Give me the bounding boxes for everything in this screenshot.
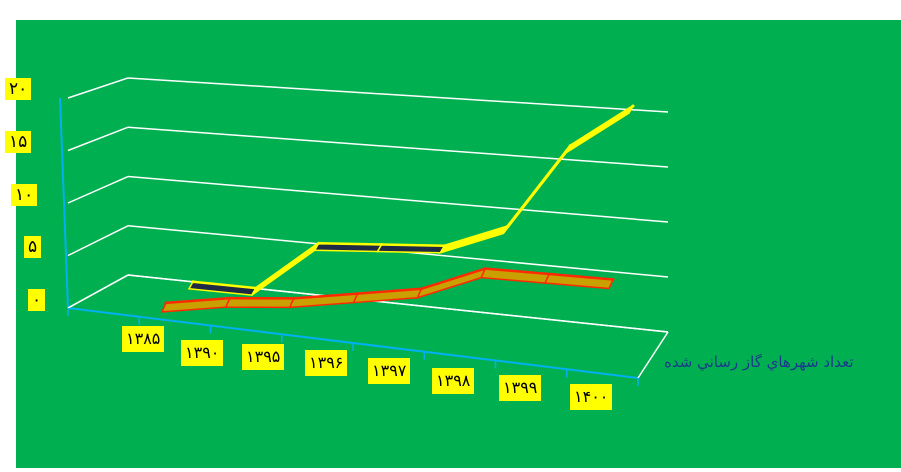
gridline xyxy=(127,77,669,113)
y-tick-label: ۲۰ xyxy=(5,78,32,100)
x-tick-label: ۱۳۹۵ xyxy=(242,344,285,370)
data-point xyxy=(419,287,423,291)
data-point xyxy=(356,292,360,296)
data-point xyxy=(631,104,635,108)
side-gridline xyxy=(67,77,129,99)
x-tick-label: ۱۳۹۸ xyxy=(432,368,475,394)
data-point xyxy=(254,286,258,290)
x-tick-label: ۱۴۰۰ xyxy=(570,384,613,410)
y-tick-label: ۵ xyxy=(24,236,42,258)
y-tick-label: ۰ xyxy=(28,289,46,311)
side-gridline xyxy=(67,225,129,257)
gridline xyxy=(127,126,669,168)
gridline xyxy=(127,175,669,223)
y-axis-line xyxy=(59,97,69,309)
x-tick-label: ۱۳۹۶ xyxy=(305,350,348,376)
side-gridline xyxy=(67,175,129,204)
x-tick-label: ۱۳۹۰ xyxy=(181,340,224,366)
chart-area: ۲۰ ۱۵ ۱۰ ۵ ۰ ۱۳۸۵ ۱۳۹۰ ۱۳۹۵ ۱۳۹۶ ۱۳۹۷ ۱۳۹۸ ۱۳۹۹ ۱۴۰… xyxy=(5,10,901,468)
data-point xyxy=(611,277,615,281)
side-gridline xyxy=(67,126,129,152)
data-point xyxy=(568,144,572,148)
chart-plot xyxy=(16,20,901,468)
series-label: تعداد شهرهاي گاز رساني شده xyxy=(664,353,854,371)
floor-right-edge xyxy=(637,331,669,379)
series-line xyxy=(165,267,614,305)
data-point xyxy=(442,244,446,248)
data-point xyxy=(164,301,168,305)
data-point xyxy=(505,225,509,229)
floor-left-edge xyxy=(67,274,129,309)
y-tick-label: ۱۰ xyxy=(11,184,38,206)
data-point xyxy=(292,296,296,300)
data-point xyxy=(380,243,384,247)
data-point xyxy=(317,241,321,245)
data-point xyxy=(191,280,195,284)
data-point xyxy=(483,267,487,271)
x-tick-label: ۱۳۸۵ xyxy=(122,326,165,352)
data-point xyxy=(547,272,551,276)
data-point xyxy=(228,296,232,300)
series-line xyxy=(192,104,634,290)
x-tick-label: ۱۳۹۹ xyxy=(499,375,542,401)
y-tick-label: ۱۵ xyxy=(5,131,32,153)
x-tick-label: ۱۳۹۷ xyxy=(368,358,411,384)
